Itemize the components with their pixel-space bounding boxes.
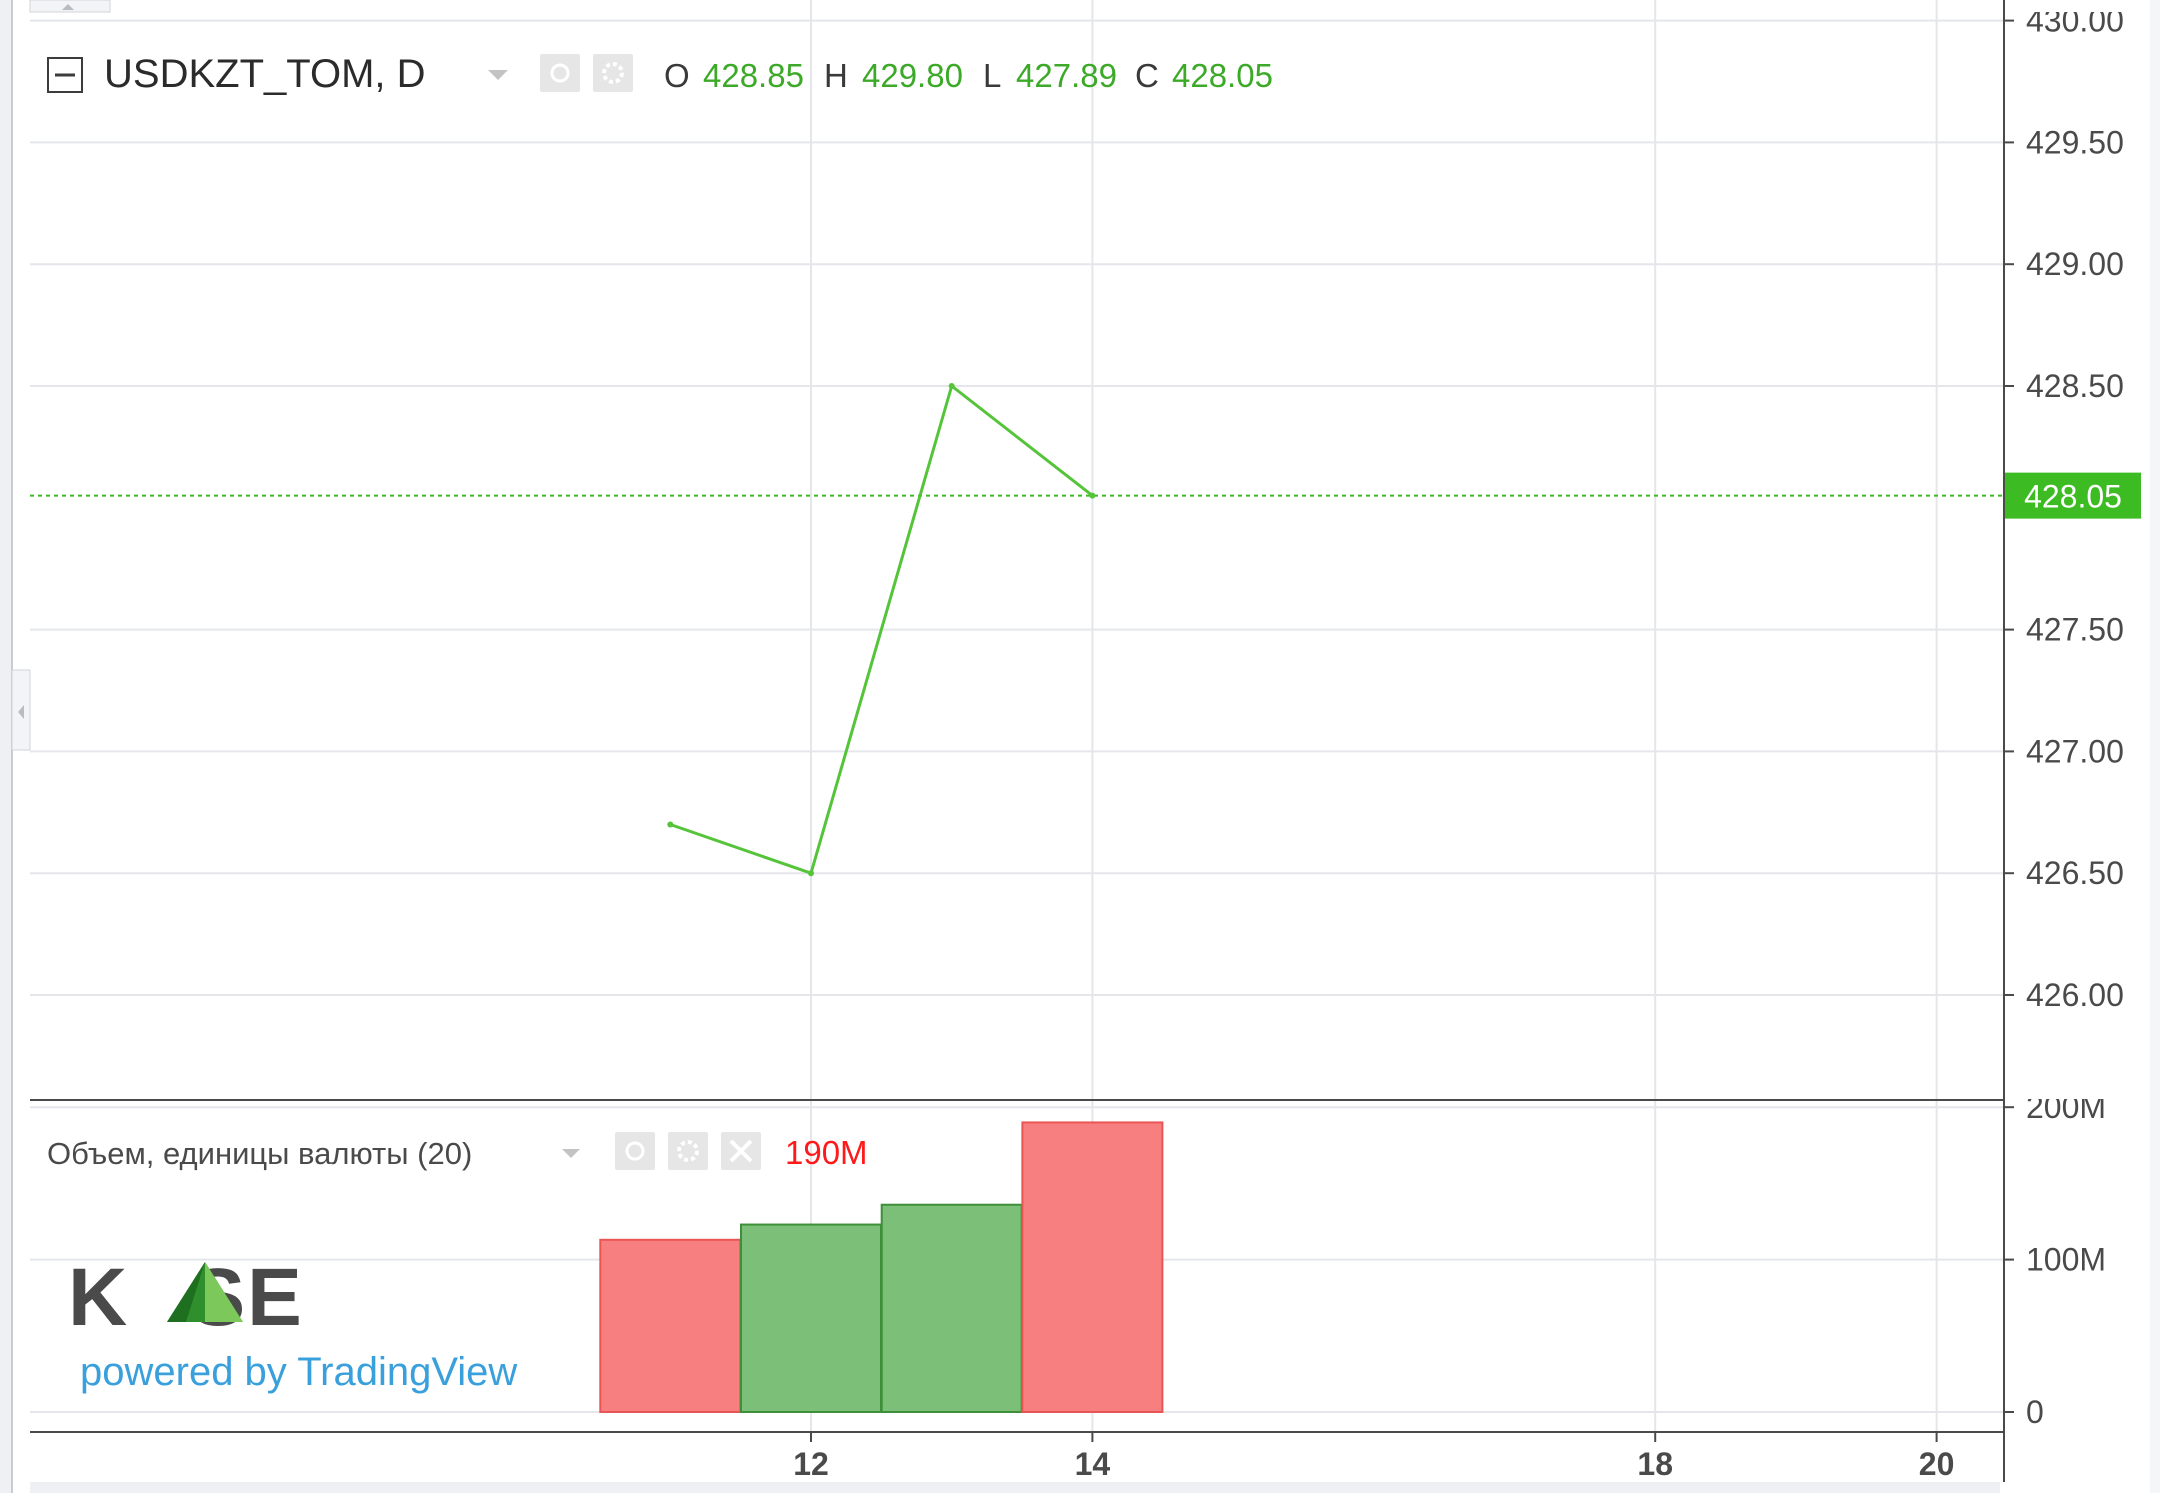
volume-legend: Объем, единицы валюты (20) 190M xyxy=(47,1132,868,1171)
price-tick-label: 428.50 xyxy=(2026,368,2124,404)
left-edge-strip xyxy=(0,0,12,1493)
eye-icon[interactable] xyxy=(540,54,580,92)
price-tick-label: 427.00 xyxy=(2026,733,2124,769)
price-tick-label: 426.00 xyxy=(2026,977,2124,1013)
volume-bar[interactable] xyxy=(1021,1121,1164,1413)
price-grid xyxy=(30,19,2004,996)
volume-bars xyxy=(599,1121,1164,1413)
volume-bar[interactable] xyxy=(880,1203,1023,1413)
right-edge-strip xyxy=(2150,0,2160,1493)
eye-icon-pupil xyxy=(550,63,570,83)
price-point[interactable] xyxy=(808,870,814,877)
time-tick-label: 14 xyxy=(1075,1446,1111,1482)
volume-tick-label: 0 xyxy=(2026,1394,2044,1430)
kase-logo: KASE xyxy=(68,1252,304,1343)
volume-bar[interactable] xyxy=(599,1238,742,1413)
branding[interactable]: KASE powered by TradingView xyxy=(68,1252,517,1394)
open-label: O xyxy=(664,57,690,94)
price-tick-label: 429.50 xyxy=(2026,124,2124,160)
price-point[interactable] xyxy=(1089,492,1096,499)
kase-triangle-icon xyxy=(167,1262,243,1322)
bottom-strip xyxy=(30,1482,2000,1493)
low-label: L xyxy=(983,57,1001,94)
price-line[interactable] xyxy=(669,383,1094,876)
volume-bar[interactable] xyxy=(740,1223,882,1413)
legend-header: USDKZT_TOM, D O 428.85 H 429.80 L 427.89… xyxy=(47,52,1273,96)
chevron-up-icon[interactable] xyxy=(62,4,74,10)
last-price-badge xyxy=(2005,472,2141,519)
axis-top-mask xyxy=(2006,0,2150,12)
time-axis[interactable]: 1214182024 xyxy=(793,1432,2160,1482)
gear-icon[interactable] xyxy=(593,54,633,92)
volume-title[interactable]: Объем, единицы валюты (20) xyxy=(47,1136,472,1171)
volume-value: 190M xyxy=(785,1134,868,1171)
price-axis[interactable]: 426.00 426.50 427.00 427.50 428.50 429.00 429.… xyxy=(2004,0,2150,1013)
price-tick-label: 426.50 xyxy=(2026,855,2124,891)
chevron-left-icon[interactable] xyxy=(18,705,24,719)
eye-icon[interactable] xyxy=(615,1132,655,1170)
close-value: 428.05 xyxy=(1172,57,1273,94)
high-value: 429.80 xyxy=(862,57,963,94)
powered-by-tradingview[interactable]: powered by TradingView xyxy=(80,1350,517,1394)
symbol-title[interactable]: USDKZT_TOM, D xyxy=(104,52,426,96)
gear-icon[interactable] xyxy=(668,1132,708,1170)
low-value: 427.89 xyxy=(1016,57,1117,94)
axis-mid-mask xyxy=(2006,1090,2150,1099)
price-point[interactable] xyxy=(667,821,674,828)
volume-tick-label: 100M xyxy=(2026,1242,2106,1278)
close-label: C xyxy=(1135,57,1159,94)
high-label: H xyxy=(824,57,848,94)
price-tick-label: 427.50 xyxy=(2026,612,2124,648)
last-price-label: 428.05 xyxy=(2024,479,2122,515)
gear-icon-cog xyxy=(602,62,624,84)
time-tick-label: 12 xyxy=(793,1446,829,1482)
eye-icon-pupil xyxy=(625,1141,645,1161)
price-tick-label: 429.00 xyxy=(2026,246,2124,282)
time-tick-label: 20 xyxy=(1919,1446,1955,1482)
price-point[interactable] xyxy=(948,383,955,389)
close-icon-stroke-b xyxy=(729,1139,753,1163)
time-tick-label: 18 xyxy=(1637,1446,1673,1482)
price-series xyxy=(667,383,1096,877)
chevron-down-icon[interactable] xyxy=(488,70,508,80)
gear-icon-cog xyxy=(677,1140,699,1162)
open-value: 428.85 xyxy=(703,57,804,94)
chevron-down-icon[interactable] xyxy=(562,1149,580,1158)
